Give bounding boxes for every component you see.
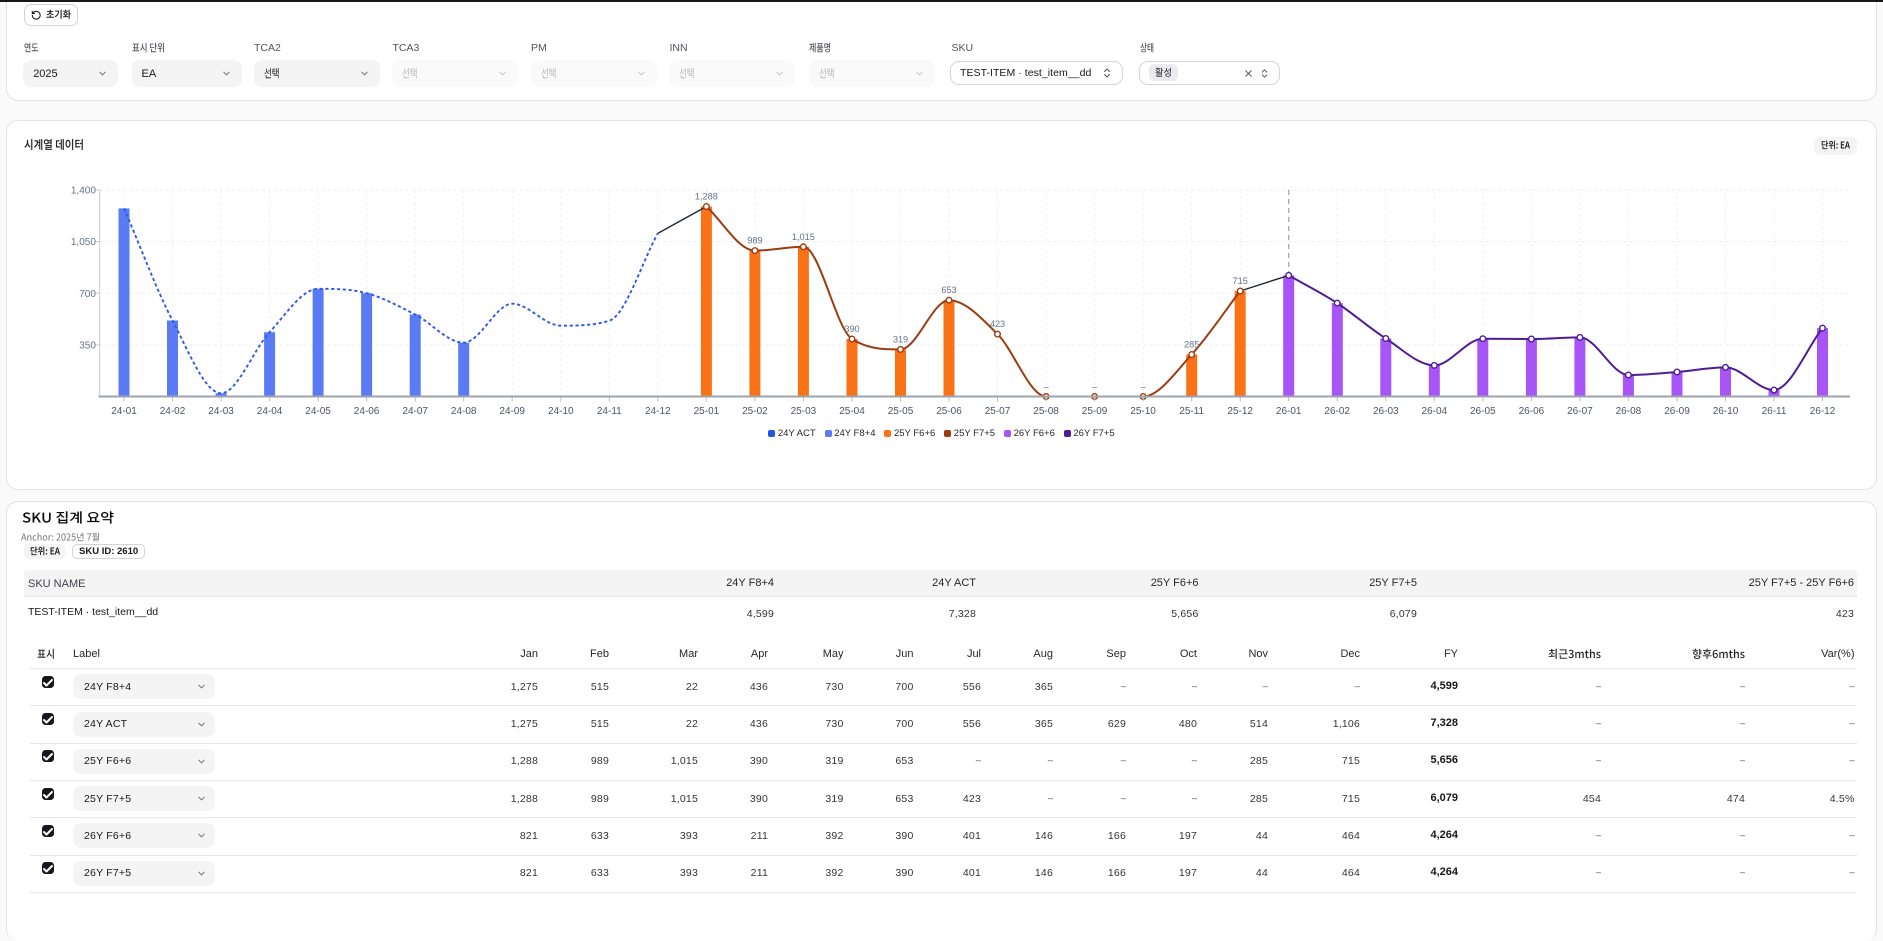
svg-text:26-12: 26-12: [1810, 406, 1836, 417]
svg-text:715: 715: [1233, 276, 1248, 286]
svg-text:25-10: 25-10: [1130, 406, 1156, 417]
svg-text:24-04: 24-04: [257, 406, 283, 417]
svg-text:25-09: 25-09: [1082, 406, 1108, 417]
svg-text:26-09: 26-09: [1664, 406, 1690, 417]
svg-text:1,400: 1,400: [71, 186, 96, 197]
svg-text:26-07: 26-07: [1567, 406, 1593, 417]
svg-text:24-12: 24-12: [645, 406, 671, 417]
svg-text:26-11: 26-11: [1762, 406, 1787, 417]
svg-text:989: 989: [747, 236, 762, 246]
svg-text:25-05: 25-05: [888, 406, 914, 417]
svg-text:25-03: 25-03: [791, 406, 817, 417]
svg-text:26-02: 26-02: [1324, 406, 1350, 417]
svg-text:24-08: 24-08: [451, 406, 477, 417]
svg-text:24-03: 24-03: [208, 406, 234, 417]
svg-text:–: –: [1044, 382, 1050, 392]
svg-text:25-04: 25-04: [839, 406, 865, 417]
svg-text:26-01: 26-01: [1276, 406, 1302, 417]
svg-text:26-05: 26-05: [1470, 406, 1496, 417]
svg-text:319: 319: [893, 334, 908, 344]
svg-text:25-06: 25-06: [936, 406, 962, 417]
svg-text:24-11: 24-11: [597, 406, 622, 417]
svg-text:24-06: 24-06: [354, 406, 380, 417]
svg-text:–: –: [1141, 382, 1147, 392]
svg-text:653: 653: [941, 285, 956, 295]
svg-text:423: 423: [990, 319, 1005, 329]
svg-text:24-07: 24-07: [402, 406, 428, 417]
svg-text:1,050: 1,050: [71, 237, 96, 248]
svg-text:26-10: 26-10: [1713, 406, 1739, 417]
svg-text:25-08: 25-08: [1033, 406, 1059, 417]
svg-text:285: 285: [1184, 340, 1199, 350]
svg-text:1,288: 1,288: [695, 192, 718, 202]
svg-text:25-01: 25-01: [694, 406, 720, 417]
svg-text:24-09: 24-09: [499, 406, 525, 417]
svg-text:26-08: 26-08: [1616, 406, 1642, 417]
svg-text:25-12: 25-12: [1227, 406, 1253, 417]
svg-text:24-01: 24-01: [111, 406, 137, 417]
svg-text:1,015: 1,015: [792, 232, 815, 242]
svg-text:24-10: 24-10: [548, 406, 574, 417]
svg-text:24-02: 24-02: [160, 406, 186, 417]
svg-text:26-03: 26-03: [1373, 406, 1399, 417]
svg-text:700: 700: [79, 289, 96, 300]
svg-text:24-05: 24-05: [305, 406, 331, 417]
svg-text:25-02: 25-02: [742, 406, 768, 417]
svg-text:26-06: 26-06: [1519, 406, 1545, 417]
svg-text:350: 350: [79, 340, 96, 351]
svg-text:26-04: 26-04: [1422, 406, 1448, 417]
svg-text:25-11: 25-11: [1179, 406, 1204, 417]
svg-text:–: –: [1092, 382, 1098, 392]
svg-text:390: 390: [844, 324, 859, 334]
svg-text:25-07: 25-07: [985, 406, 1011, 417]
